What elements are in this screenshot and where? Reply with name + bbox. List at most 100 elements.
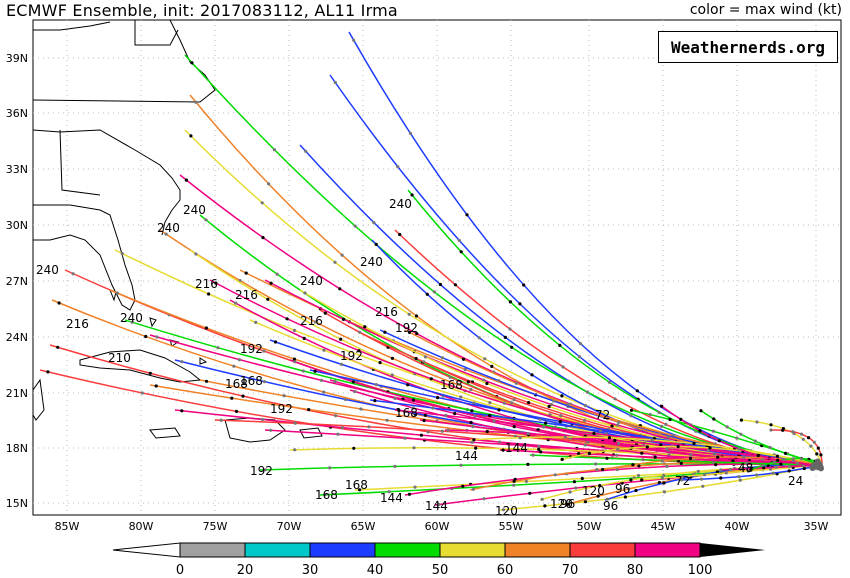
- track-point: [756, 453, 760, 458]
- track-point: [766, 464, 770, 468]
- track-point: [559, 414, 563, 418]
- track-point: [482, 378, 486, 382]
- colorbar-swatch: [309, 542, 376, 558]
- track-point: [367, 425, 371, 429]
- track-point: [338, 287, 342, 291]
- track-point: [776, 458, 780, 462]
- track-point: [587, 451, 592, 455]
- track-point: [527, 401, 531, 405]
- track-point: [724, 471, 728, 475]
- track-point: [333, 260, 337, 264]
- track-point: [607, 436, 612, 440]
- forecast-hour-label: 72: [595, 408, 610, 422]
- track-point: [459, 395, 463, 399]
- track-point: [448, 375, 452, 379]
- forecast-hour-label: 192: [240, 342, 263, 356]
- forecast-hour-label: 144: [380, 491, 403, 505]
- lat-label: 39N: [6, 52, 28, 65]
- track-point: [390, 373, 394, 377]
- track-point: [473, 414, 477, 418]
- track-point: [653, 455, 657, 459]
- forecast-hour-label: 168: [395, 406, 418, 420]
- track-point: [237, 358, 242, 362]
- track-point: [666, 435, 670, 439]
- track-point: [634, 488, 638, 493]
- colorbar-low-arrow: [112, 542, 181, 558]
- track-point: [568, 490, 572, 494]
- track-point: [398, 232, 402, 237]
- track-point: [503, 335, 507, 339]
- track-point: [668, 417, 672, 422]
- forecast-hour-label: 192: [250, 464, 273, 478]
- track-point: [560, 457, 564, 461]
- track-point: [779, 462, 783, 466]
- track-point: [189, 134, 193, 138]
- track-point: [390, 356, 394, 360]
- watermark-logo: Weathernerds.org: [658, 31, 838, 63]
- track-point: [230, 396, 234, 400]
- track-point: [497, 408, 501, 412]
- track-point: [513, 434, 517, 438]
- forecast-hour-label: 216: [300, 314, 323, 328]
- track-point: [387, 490, 391, 494]
- track-point: [341, 317, 346, 321]
- track-point: [466, 380, 470, 384]
- track-point: [595, 468, 599, 472]
- track-point: [372, 220, 376, 225]
- colorbar-tick: 70: [562, 563, 579, 578]
- track-point: [739, 467, 743, 471]
- track-point: [423, 413, 427, 417]
- track-point: [543, 504, 547, 508]
- track-point: [411, 406, 415, 410]
- track-point: [512, 479, 516, 483]
- track-point: [436, 396, 440, 400]
- track-point: [260, 417, 265, 422]
- track-point: [307, 408, 311, 412]
- lon-label: 40W: [725, 520, 750, 533]
- track-point: [645, 445, 649, 449]
- track-point: [783, 451, 788, 455]
- track-point: [393, 396, 397, 400]
- track-point: [650, 438, 654, 442]
- track-point: [514, 381, 518, 385]
- track-point: [340, 426, 344, 430]
- track-point: [328, 466, 332, 470]
- track-point: [234, 301, 238, 305]
- track-point: [531, 453, 535, 457]
- track-point: [585, 390, 590, 394]
- colorbar-high-arrow: [700, 543, 765, 557]
- track-point: [340, 362, 344, 366]
- track-point: [180, 360, 184, 364]
- track-point: [815, 452, 819, 456]
- track-point: [469, 387, 473, 392]
- track-point: [194, 252, 198, 256]
- track-point: [373, 399, 377, 403]
- track-point: [273, 340, 278, 344]
- track-point: [425, 292, 429, 296]
- track-point: [412, 446, 416, 450]
- track-point: [601, 467, 605, 472]
- track-point: [471, 487, 475, 491]
- track-point: [665, 447, 669, 451]
- track-point: [605, 497, 610, 501]
- track-start-point: [810, 462, 817, 469]
- track-point: [407, 312, 411, 316]
- track-point: [339, 337, 343, 341]
- track-point: [819, 453, 823, 457]
- colorbar-swatch: [569, 542, 636, 558]
- track-point: [781, 428, 785, 432]
- track-point: [393, 464, 397, 468]
- forecast-hour-label: 144: [425, 499, 448, 513]
- track-point: [662, 481, 666, 485]
- track-point: [438, 282, 442, 287]
- track-point: [304, 149, 308, 153]
- forecast-hour-label: 144: [455, 449, 478, 463]
- forecast-hour-label: 210: [108, 351, 131, 365]
- track-point: [204, 218, 208, 222]
- track-point: [679, 461, 683, 465]
- track-point: [660, 476, 665, 480]
- forecast-hour-label: 96: [603, 499, 618, 513]
- track-point: [357, 349, 361, 353]
- track-point: [353, 224, 357, 228]
- track-point: [419, 433, 423, 437]
